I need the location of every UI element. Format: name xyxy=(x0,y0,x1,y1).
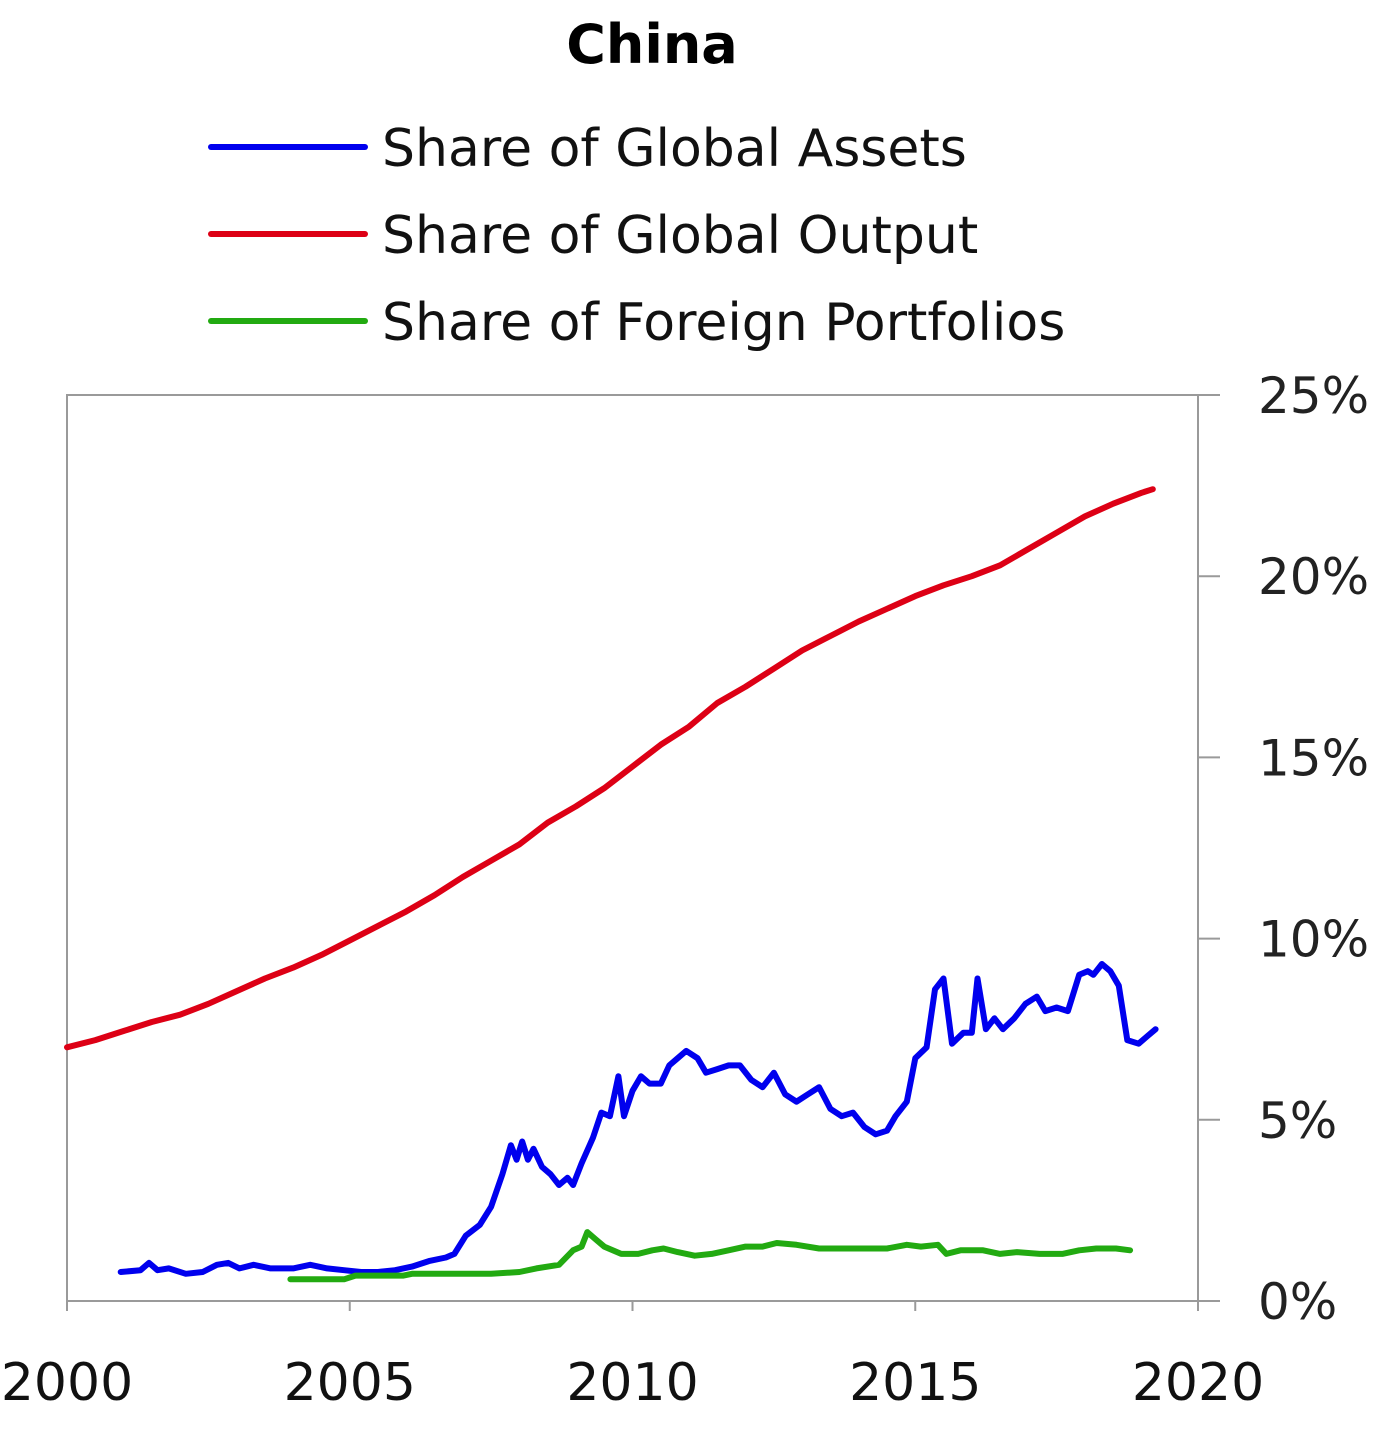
plot-frame xyxy=(66,394,1199,1302)
series-line-0 xyxy=(117,961,1159,1277)
series-line-2 xyxy=(287,1229,1134,1283)
axes: 0% 5% 10% 15% 20% 25% 2000 2005 2010 2015 2020 xyxy=(1,367,1369,1413)
chart-title: China xyxy=(566,13,737,76)
y-tick-label-1: 5% xyxy=(1258,1092,1337,1150)
y-tick-label-0: 0% xyxy=(1258,1273,1337,1331)
x-tick-label-3: 2015 xyxy=(849,1353,981,1413)
x-tick-label-4: 2020 xyxy=(1132,1353,1264,1413)
series-group xyxy=(64,486,1159,1283)
series-line-1 xyxy=(64,486,1156,1051)
legend: Share of Global Assets Share of Global Ou… xyxy=(208,119,1065,353)
y-tick-label-3: 15% xyxy=(1258,729,1369,787)
y-tick-label-2: 10% xyxy=(1258,911,1369,969)
x-tick-label-0: 2000 xyxy=(1,1353,133,1413)
y-tick-label-5: 25% xyxy=(1258,367,1369,425)
legend-label-0: Share of Global Assets xyxy=(382,119,967,179)
y-tick-label-4: 20% xyxy=(1258,548,1369,606)
x-tick-label-2: 2010 xyxy=(566,1353,698,1413)
x-tick-label-1: 2005 xyxy=(284,1353,416,1413)
legend-label-1: Share of Global Output xyxy=(382,206,978,266)
legend-label-2: Share of Foreign Portfolios xyxy=(382,293,1065,353)
